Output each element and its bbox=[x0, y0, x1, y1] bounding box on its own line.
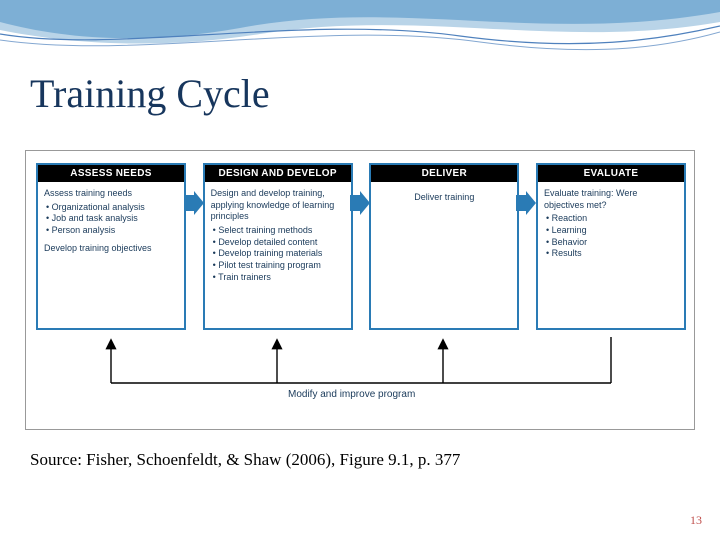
arrow-forward-icon bbox=[184, 191, 204, 215]
arrow-forward-icon bbox=[350, 191, 370, 215]
source-citation: Source: Fisher, Schoenfeldt, & Shaw (200… bbox=[30, 450, 460, 470]
diagram-frame: ASSESS NEEDS Assess training needs Organ… bbox=[25, 150, 695, 430]
feedback-label: Modify and improve program bbox=[288, 389, 415, 400]
arrow-forward-icon bbox=[516, 191, 536, 215]
slide-title: Training Cycle bbox=[30, 70, 270, 117]
page-number: 13 bbox=[690, 513, 702, 528]
